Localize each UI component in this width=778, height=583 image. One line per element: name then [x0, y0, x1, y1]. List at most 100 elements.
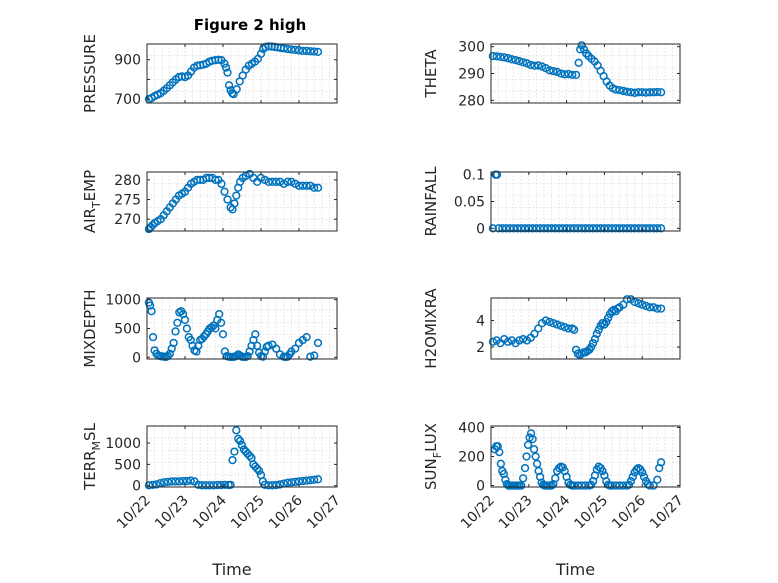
data-point: [213, 480, 222, 490]
data-point: [178, 476, 188, 486]
x-tick-label: 10/22: [114, 493, 154, 533]
data-point: [498, 224, 507, 233]
data-point: [220, 59, 229, 68]
data-point: [507, 55, 516, 64]
subplot-rainfall: 0 0.05 0.1 RAINFALL: [422, 166, 681, 237]
data-point: [260, 347, 269, 356]
data-point: [638, 300, 647, 309]
data-point: [287, 478, 296, 487]
y-tick-label: 0.1: [463, 168, 485, 184]
data-point: [611, 481, 620, 490]
data-point: [488, 337, 498, 346]
data-point: [556, 69, 566, 78]
axes-frame: [146, 171, 338, 232]
data-point: [220, 187, 229, 196]
data-point: [298, 46, 307, 56]
data-point: [626, 224, 636, 233]
data-point: [524, 224, 533, 233]
data-point: [554, 224, 564, 233]
data-point: [163, 351, 173, 361]
data-point: [571, 345, 581, 354]
data-point: [147, 307, 156, 316]
subplot-pressure: 700 900 PRESSURE Figure 2 high: [81, 16, 338, 113]
data-point: [656, 88, 666, 97]
data-point: [515, 336, 524, 345]
data-point: [182, 324, 192, 333]
data-point: [528, 434, 537, 444]
data-point: [488, 51, 498, 61]
data-point: [313, 475, 323, 484]
data-point: [283, 177, 292, 186]
y-tick-label: 0: [132, 350, 141, 366]
data-point: [600, 224, 609, 233]
data-point: [148, 480, 157, 490]
y-tick-label: 280: [458, 93, 485, 109]
data-point: [197, 481, 207, 490]
data-point: [211, 324, 220, 333]
data-point: [268, 481, 277, 490]
data-point: [541, 316, 550, 325]
x-tick-label: 10/26: [266, 492, 306, 532]
data-point: [656, 304, 666, 313]
data-point: [607, 481, 617, 490]
x-tick-label: 10/27: [304, 493, 344, 533]
data-point: [182, 476, 192, 486]
data-point: [310, 183, 319, 192]
data-point: [526, 60, 535, 70]
y-tick-label: 0: [132, 479, 141, 495]
data-point: [598, 466, 607, 476]
data-point: [211, 175, 220, 185]
data-point: [302, 332, 311, 342]
data-point: [587, 342, 596, 352]
data-point: [511, 55, 520, 65]
data-point: [503, 54, 513, 63]
data-point: [275, 480, 285, 489]
data-point: [199, 332, 209, 341]
data-point: [634, 299, 643, 308]
data-point: [626, 477, 636, 486]
data-point: [653, 224, 662, 233]
data-point: [165, 349, 174, 358]
data-point: [501, 224, 511, 233]
axes-frame: [146, 425, 338, 488]
y-tick-label: 200: [458, 450, 485, 466]
data-point: [590, 334, 600, 344]
data-point: [522, 452, 531, 461]
data-point: [216, 318, 226, 327]
data-point: [581, 224, 590, 233]
data-point: [188, 341, 197, 350]
data-point: [226, 480, 235, 490]
data-point: [163, 477, 173, 487]
data-point: [549, 319, 558, 328]
data-point: [592, 329, 601, 338]
data-point: [530, 329, 539, 338]
data-point: [656, 458, 666, 467]
data-point: [251, 330, 260, 339]
x-tick-label: 10/22: [458, 493, 498, 533]
data-point: [581, 481, 590, 490]
data-point: [279, 44, 288, 53]
y-tick-label: 0: [476, 479, 485, 495]
data-point: [517, 481, 526, 490]
data-point: [634, 88, 643, 97]
data-point: [268, 177, 277, 186]
y-tick-label: 2: [476, 340, 485, 356]
x-tick-label: 10/23: [496, 493, 536, 533]
data-point: [283, 478, 292, 487]
subplot-h2omixra: 2 4 H2OMIXRA: [422, 288, 681, 369]
data-point: [503, 337, 513, 346]
data-point: [615, 481, 624, 490]
axes-background: [490, 171, 681, 232]
data-point: [224, 81, 234, 90]
data-point: [622, 87, 632, 96]
data-point: [522, 59, 532, 68]
data-point: [585, 224, 594, 233]
data-point: [570, 481, 579, 490]
data-point: [649, 88, 658, 97]
data-point: [653, 87, 662, 97]
data-point: [630, 224, 639, 233]
data-point: [638, 468, 647, 477]
data-point: [549, 66, 558, 76]
data-point: [653, 304, 662, 313]
subplot-sun: 0 200 400 SUNFLUX 10/2210/2310/2410/2510/261…: [422, 420, 687, 579]
